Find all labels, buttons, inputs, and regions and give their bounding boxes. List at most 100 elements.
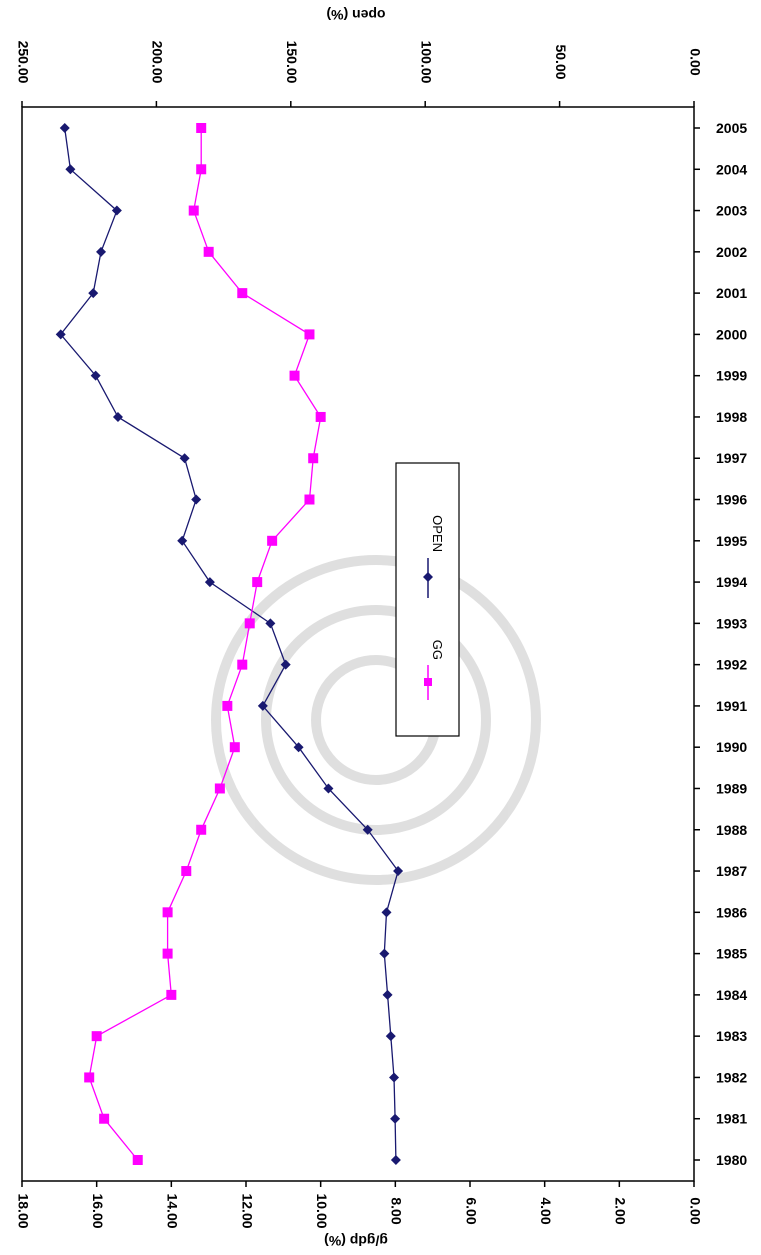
year-label: 1998 [716, 409, 747, 425]
year-label: 2002 [716, 244, 747, 260]
data-point-gg [222, 700, 233, 711]
year-label: 1988 [716, 822, 747, 838]
year-label: 1992 [716, 657, 747, 673]
bottom-tick-label: 10.00 [314, 1193, 330, 1228]
data-point-open [257, 700, 268, 711]
top-tick-label: 50.00 [553, 44, 569, 79]
year-label: 1983 [716, 1028, 747, 1044]
data-point-gg [214, 783, 225, 794]
top-tick-label: 100.00 [418, 41, 434, 84]
bottom-tick-label: 12.00 [239, 1193, 255, 1228]
data-point-open [65, 164, 76, 175]
data-point-open [177, 535, 188, 546]
year-label: 1995 [716, 533, 747, 549]
year-label: 2000 [716, 326, 747, 342]
data-point-open [59, 123, 70, 133]
data-point-gg [166, 989, 177, 1000]
data-point-gg [315, 411, 326, 422]
year-label: 1997 [716, 450, 747, 466]
year-label: 1993 [716, 615, 747, 631]
data-point-open [381, 907, 392, 918]
data-point-open [112, 411, 123, 422]
year-axis-ticks: 1980 1981 1982 1983 1984 1985 1986 1987 1988 1989… [694, 120, 747, 1168]
top-axis-ticks: 0.00 50.00 100.00 150.00 200.00 250.00 [15, 41, 703, 107]
data-point-gg [99, 1113, 110, 1124]
data-point-open [293, 742, 304, 753]
data-point-gg [181, 866, 192, 877]
data-point-gg [289, 370, 300, 381]
plot-area [21, 106, 695, 1182]
year-label: 2003 [716, 203, 747, 219]
data-point-gg [132, 1155, 143, 1165]
top-tick-label: 200.00 [150, 41, 166, 84]
bottom-tick-label: 8.00 [389, 1197, 405, 1224]
data-point-open [96, 246, 107, 257]
top-tick-label: 0.00 [687, 48, 703, 75]
year-label: 1989 [716, 780, 747, 796]
data-point-open [323, 783, 334, 794]
data-point-open [179, 453, 190, 464]
year-label: 2001 [716, 285, 747, 301]
bottom-axis-title: g/gdp (%) [324, 1233, 388, 1249]
legend: GG OPEN [395, 462, 460, 737]
legend-open-marker [423, 572, 433, 582]
year-label: 1991 [716, 698, 747, 714]
data-point-gg [162, 948, 173, 959]
legend-gg-marker [424, 678, 432, 686]
year-label: 1982 [716, 1069, 747, 1085]
bottom-axis-ticks: 0.00 2.00 4.00 6.00 8.00 10.00 12.00 14.00 16.00… [15, 1181, 703, 1229]
year-label: 1999 [716, 368, 747, 384]
bottom-tick-label: 18.00 [15, 1193, 31, 1228]
year-label: 2004 [716, 161, 747, 177]
data-point-open [191, 494, 202, 505]
data-point-gg [229, 742, 240, 753]
year-label: 1994 [716, 574, 747, 590]
data-point-open [379, 948, 390, 959]
data-point-open [204, 577, 215, 588]
data-point-open [385, 1031, 396, 1042]
top-axis-title: open (%) [326, 7, 385, 23]
data-point-open [393, 866, 404, 877]
data-point-gg [304, 494, 315, 505]
data-point-open [382, 989, 393, 1000]
data-point-gg [196, 123, 207, 133]
bottom-tick-label: 16.00 [90, 1193, 106, 1228]
data-point-open [280, 659, 291, 670]
year-label: 1980 [716, 1152, 747, 1168]
data-point-gg [188, 205, 199, 216]
bottom-tick-label: 2.00 [613, 1197, 629, 1224]
data-point-open [55, 329, 66, 340]
series-line-open [59, 127, 399, 1161]
bottom-tick-label: 4.00 [538, 1197, 554, 1224]
year-label: 1996 [716, 492, 747, 508]
data-point-gg [162, 907, 173, 918]
data-point-open [390, 1155, 401, 1165]
year-label: 1990 [716, 739, 747, 755]
legend-open-label: OPEN [430, 515, 445, 552]
data-point-gg [91, 1031, 102, 1042]
data-point-gg [84, 1072, 95, 1083]
bottom-tick-label: 0.00 [687, 1197, 703, 1224]
year-label: 1987 [716, 863, 747, 879]
year-label: 1986 [716, 904, 747, 920]
data-point-gg [203, 246, 214, 257]
year-label: 1985 [716, 946, 747, 962]
data-point-gg [237, 288, 248, 299]
data-point-gg [308, 453, 319, 464]
top-tick-label: 150.00 [284, 41, 300, 84]
data-point-open [88, 288, 99, 299]
data-point-gg [237, 659, 248, 670]
data-point-gg [304, 329, 315, 340]
data-point-open [390, 1113, 401, 1124]
year-label: 1984 [716, 987, 747, 1003]
data-point-open [265, 618, 276, 629]
legend-gg-label: GG [430, 640, 445, 660]
year-label: 2005 [716, 120, 747, 136]
data-point-gg [252, 577, 263, 588]
watermark-emblem [211, 555, 541, 885]
data-point-gg [196, 824, 207, 835]
series-line-gg [88, 128, 322, 1161]
data-point-open [90, 370, 101, 381]
bottom-tick-label: 14.00 [165, 1193, 181, 1228]
